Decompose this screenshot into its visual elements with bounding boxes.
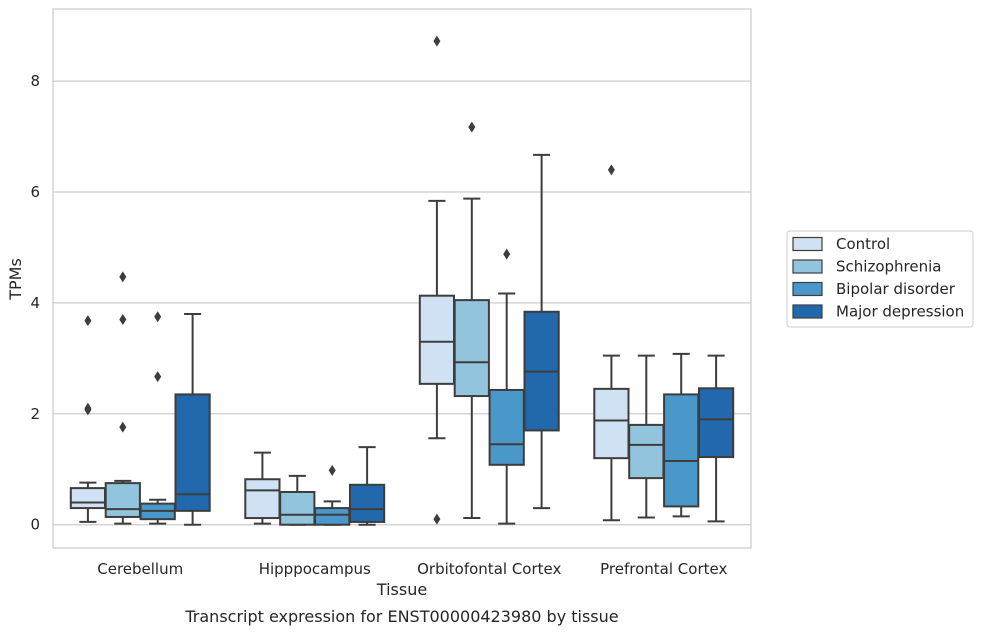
legend-label: Control	[836, 235, 890, 253]
box	[453, 299, 490, 398]
outlier-point	[84, 402, 92, 414]
outlier-point	[503, 248, 511, 260]
box-plot	[593, 164, 630, 522]
box-plot	[69, 315, 107, 523]
x-tick-label: Orbitofontal Cortex	[417, 560, 561, 578]
x-tick-label: Cerebellum	[97, 560, 183, 578]
box-plot	[348, 446, 386, 526]
legend: Control Schizophrenia Bipolar disorder Majo…	[786, 230, 974, 328]
box	[174, 393, 211, 512]
box	[697, 387, 735, 459]
x-tick-label: Hipppocampus	[259, 560, 371, 578]
box-plot	[104, 271, 141, 525]
box-plot	[279, 474, 316, 526]
outlier-point	[607, 164, 615, 176]
box-plot	[697, 354, 735, 523]
y-tick-label: 8	[30, 72, 40, 90]
legend-swatch	[792, 304, 823, 319]
outlier-point	[433, 35, 441, 47]
legend-swatch	[792, 259, 823, 274]
legend-label: Schizophrenia	[836, 258, 941, 276]
box-plot	[488, 248, 525, 525]
box-plots	[69, 35, 735, 526]
box-plot	[314, 464, 351, 526]
box	[244, 478, 281, 520]
legend-label: Major depression	[836, 303, 964, 321]
y-axis-ticks: 0 2 4 6 8	[30, 72, 40, 534]
grid-lines	[53, 80, 751, 526]
outlier-point	[119, 421, 127, 433]
box	[279, 490, 316, 526]
y-tick-label: 2	[30, 405, 40, 423]
outlier-point	[154, 371, 162, 383]
outlier-point	[119, 271, 127, 283]
outlier-point	[328, 464, 336, 476]
x-tick-label: Prefrontal Cortex	[600, 560, 727, 578]
box	[418, 294, 456, 385]
y-tick-label: 0	[30, 516, 40, 534]
box	[348, 483, 386, 523]
box-plot	[628, 354, 665, 519]
x-axis-label: Tissue	[376, 580, 427, 599]
box	[663, 393, 700, 508]
box-plot	[453, 121, 490, 520]
box-plot	[139, 311, 176, 525]
box	[314, 507, 351, 526]
box	[628, 423, 665, 480]
box	[104, 482, 141, 518]
box	[69, 487, 107, 510]
outlier-point	[84, 315, 92, 327]
legend-frame	[786, 230, 974, 328]
box	[593, 387, 630, 460]
legend-swatch	[792, 236, 823, 252]
legend-swatch	[792, 281, 823, 297]
plot-area	[52, 8, 752, 549]
y-tick-label: 4	[30, 294, 40, 312]
x-axis-ticks: Cerebellum Hipppocampus Orbitofontal Corte…	[97, 560, 727, 578]
box-plot	[418, 35, 456, 525]
box	[488, 388, 525, 466]
outlier-point	[468, 121, 476, 133]
y-tick-label: 6	[30, 183, 40, 201]
box-plot	[244, 451, 281, 525]
box-plot	[174, 312, 211, 526]
outlier-point	[154, 311, 162, 323]
box-plot	[523, 153, 560, 510]
outlier-point	[433, 513, 441, 525]
chart-caption: Transcript expression for ENST0000042398…	[184, 607, 618, 626]
y-axis-label: TPMs	[6, 258, 25, 301]
box-plot	[663, 352, 700, 518]
legend-label: Bipolar disorder	[836, 280, 956, 298]
outlier-point	[119, 314, 127, 326]
